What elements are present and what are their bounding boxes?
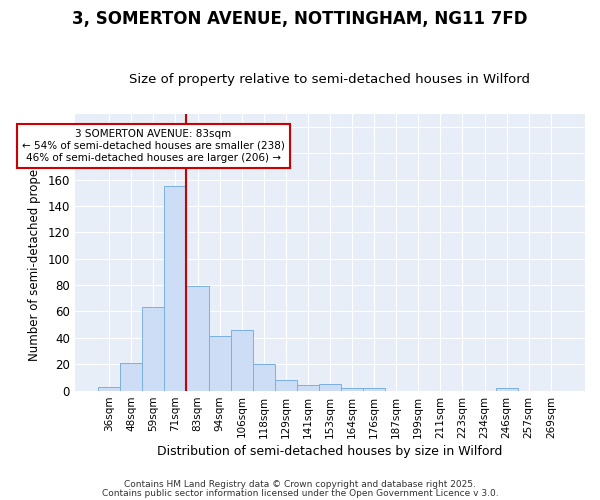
Bar xyxy=(209,336,230,390)
Text: Contains HM Land Registry data © Crown copyright and database right 2025.: Contains HM Land Registry data © Crown c… xyxy=(124,480,476,489)
Title: Size of property relative to semi-detached houses in Wilford: Size of property relative to semi-detach… xyxy=(130,73,530,86)
Bar xyxy=(187,286,209,391)
Text: 3 SOMERTON AVENUE: 83sqm
← 54% of semi-detached houses are smaller (238)
46% of : 3 SOMERTON AVENUE: 83sqm ← 54% of semi-d… xyxy=(22,130,285,162)
Bar xyxy=(496,388,518,390)
Bar xyxy=(230,330,253,390)
Bar xyxy=(253,364,275,390)
Bar xyxy=(341,388,363,390)
Text: Contains public sector information licensed under the Open Government Licence v : Contains public sector information licen… xyxy=(101,488,499,498)
Bar xyxy=(142,308,164,390)
Bar xyxy=(275,380,297,390)
Bar xyxy=(164,186,187,390)
Bar xyxy=(98,386,120,390)
Bar xyxy=(120,363,142,390)
Bar xyxy=(319,384,341,390)
Bar xyxy=(297,386,319,390)
Y-axis label: Number of semi-detached properties: Number of semi-detached properties xyxy=(28,143,41,362)
Text: 3, SOMERTON AVENUE, NOTTINGHAM, NG11 7FD: 3, SOMERTON AVENUE, NOTTINGHAM, NG11 7FD xyxy=(72,10,528,28)
X-axis label: Distribution of semi-detached houses by size in Wilford: Distribution of semi-detached houses by … xyxy=(157,444,503,458)
Bar xyxy=(363,388,385,390)
